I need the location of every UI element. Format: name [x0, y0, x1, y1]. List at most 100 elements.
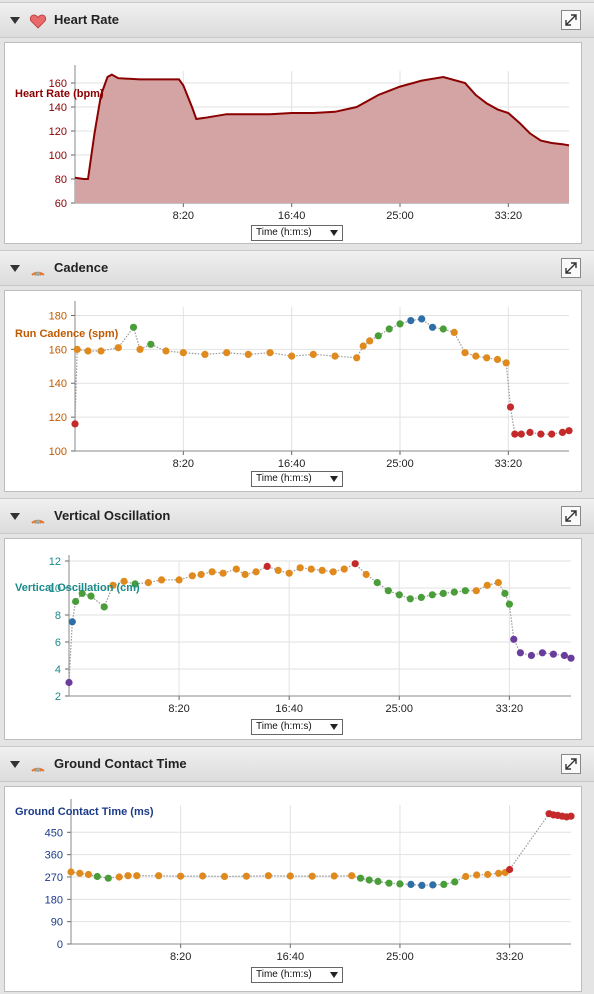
- data-point: [72, 597, 80, 606]
- expand-button[interactable]: [561, 258, 581, 278]
- data-point: [263, 562, 271, 570]
- expand-button[interactable]: [561, 754, 581, 774]
- data-point: [329, 568, 337, 576]
- data-point: [97, 347, 105, 355]
- data-point: [505, 600, 513, 608]
- time-axis-select[interactable]: Time (h:m:s): [251, 471, 343, 487]
- y-tick-label: 90: [51, 917, 63, 929]
- data-point: [232, 565, 240, 573]
- data-point: [565, 427, 573, 435]
- data-point: [548, 430, 556, 438]
- data-point: [384, 587, 392, 595]
- expand-icon: [565, 262, 577, 274]
- data-point: [120, 577, 128, 585]
- data-point: [396, 880, 404, 888]
- chart-area: 0 90 180 270 360 450 8:20 16:40 25:00 33:20 Ground…: [4, 786, 582, 992]
- y-tick-label: 6: [55, 637, 61, 649]
- data-point: [418, 881, 426, 889]
- data-point: [93, 872, 101, 881]
- data-point: [484, 870, 492, 879]
- series-connector: [70, 813, 572, 887]
- y-tick-label: 60: [55, 198, 67, 210]
- triangle-down-icon[interactable]: [10, 513, 20, 520]
- x-tick-label: 16:40: [278, 458, 306, 470]
- data-point: [155, 872, 163, 880]
- time-axis-select-label: Time (h:m:s): [256, 227, 312, 238]
- expand-icon: [565, 510, 577, 522]
- data-point: [439, 589, 447, 597]
- time-axis-select[interactable]: Time (h:m:s): [251, 225, 343, 241]
- data-point: [374, 877, 382, 885]
- chevron-down-icon: [330, 476, 338, 482]
- data-point: [286, 872, 294, 880]
- data-point: [87, 592, 95, 600]
- time-axis-select[interactable]: Time (h:m:s): [251, 967, 343, 983]
- y-tick-label: 4: [55, 664, 61, 676]
- data-point: [418, 315, 426, 323]
- expand-icon: [565, 14, 577, 26]
- panel-title: Ground Contact Time: [54, 756, 187, 771]
- data-point: [440, 880, 448, 888]
- panel-header[interactable]: Heart Rate: [0, 2, 594, 38]
- expand-button[interactable]: [561, 506, 581, 526]
- data-point: [558, 428, 567, 436]
- data-point: [407, 317, 415, 325]
- heart-rate-panel: Heart Rate 60 80 100 120 140 160 8:20 16:40 25:0…: [0, 2, 594, 246]
- data-point: [527, 651, 536, 660]
- panel-title: Cadence: [54, 260, 109, 275]
- data-point: [351, 560, 359, 568]
- panel-title: Vertical Oscillation: [54, 508, 171, 523]
- data-point: [78, 589, 86, 597]
- data-point: [428, 591, 436, 599]
- x-tick-label: 16:40: [278, 210, 306, 222]
- data-point: [197, 570, 205, 579]
- chevron-down-icon: [330, 724, 338, 730]
- y-tick-label: 180: [49, 310, 67, 322]
- data-point: [537, 430, 545, 438]
- x-tick-label: 25:00: [386, 458, 414, 470]
- data-point: [71, 420, 79, 428]
- y-tick-label: 120: [49, 412, 67, 424]
- data-point: [331, 352, 339, 360]
- data-point: [356, 874, 365, 882]
- data-point: [450, 328, 458, 336]
- chart-area: 60 80 100 120 140 160 8:20 16:40 25:00 33:20 Heart…: [4, 42, 582, 244]
- data-point: [429, 881, 437, 889]
- y-tick-label: 450: [45, 827, 63, 839]
- data-point: [288, 352, 296, 360]
- triangle-down-icon[interactable]: [10, 761, 20, 768]
- time-axis-select[interactable]: Time (h:m:s): [251, 719, 343, 735]
- panel-header[interactable]: Vertical Oscillation: [0, 498, 594, 534]
- data-point: [67, 868, 75, 876]
- data-point: [144, 579, 152, 587]
- data-point: [114, 344, 122, 352]
- data-point: [407, 880, 415, 888]
- y-axis-label: Run Cadence (spm): [15, 328, 119, 340]
- data-point: [567, 654, 575, 662]
- data-point: [330, 872, 338, 880]
- triangle-down-icon[interactable]: [10, 17, 20, 24]
- panel-header[interactable]: Cadence: [0, 250, 594, 286]
- data-point: [365, 876, 373, 884]
- panel-header[interactable]: Ground Contact Time: [0, 746, 594, 782]
- data-point: [179, 349, 187, 357]
- heart-rate-line: [74, 73, 570, 180]
- expand-icon: [565, 758, 577, 770]
- data-point: [274, 566, 282, 574]
- data-point: [472, 352, 480, 360]
- data-point: [220, 872, 229, 881]
- triangle-down-icon[interactable]: [10, 265, 20, 272]
- x-tick-label: 33:20: [495, 210, 523, 222]
- chevron-down-icon: [330, 230, 338, 236]
- data-point: [461, 349, 469, 357]
- data-point: [73, 345, 81, 353]
- expand-button[interactable]: [561, 10, 581, 30]
- x-tick-label: 25:00: [386, 210, 414, 222]
- x-tick-label: 33:20: [496, 951, 524, 963]
- data-point: [348, 872, 356, 880]
- chart-area: 2 4 6 8 10 12 8:20 16:40 25:00 33:20 Vertical Osci…: [4, 538, 582, 740]
- vertical-oscillation-chart: 2 4 6 8 10 12 8:20 16:40 25:00 33:20 Vertical Osci…: [15, 555, 575, 715]
- data-point: [157, 576, 166, 584]
- data-point: [307, 565, 315, 573]
- data-point: [473, 871, 481, 879]
